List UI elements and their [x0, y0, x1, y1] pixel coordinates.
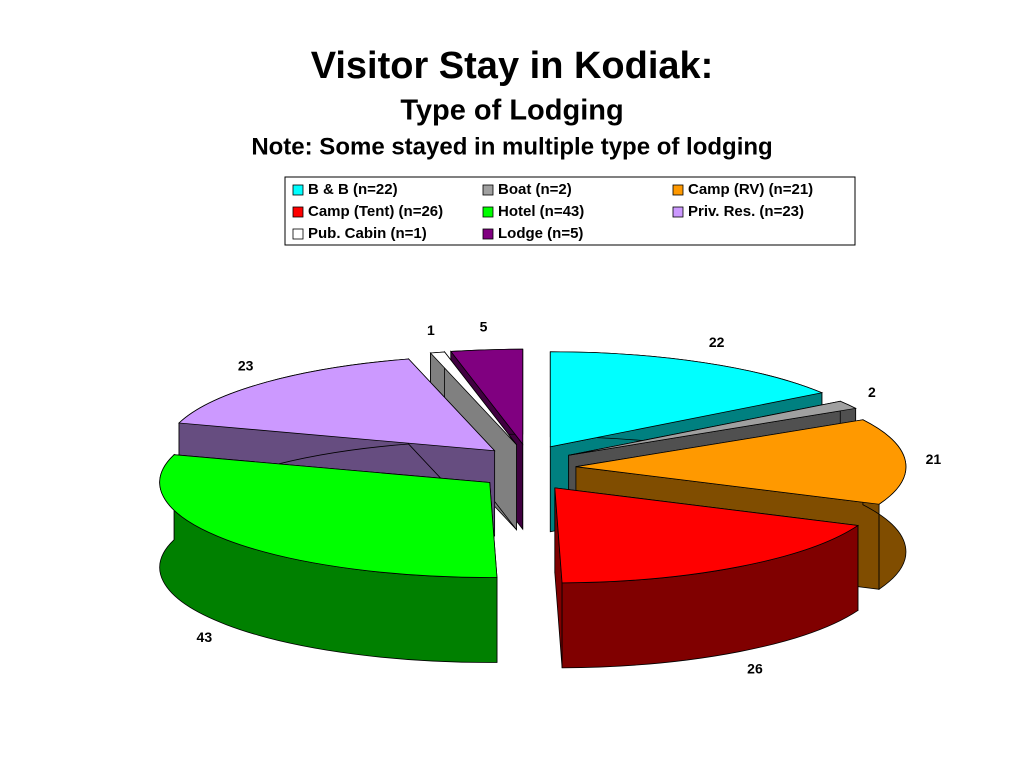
chart-title: Visitor Stay in Kodiak:: [311, 45, 714, 87]
legend-swatch: [292, 228, 304, 240]
data-label: 26: [747, 661, 763, 677]
data-label: 5: [480, 319, 488, 335]
chart-note: Note: Some stayed in multiple type of lo…: [251, 133, 772, 160]
legend: B & B (n=22) Boat (n=2) Camp (RV) (n=21) Ca…: [292, 181, 813, 242]
legend-label: Lodge (n=5): [498, 225, 583, 242]
chart-subtitle: Type of Lodging: [400, 95, 623, 127]
legend-label: Hotel (n=43): [498, 203, 584, 220]
legend-label: Pub. Cabin (n=1): [308, 225, 427, 242]
legend-swatch: [672, 206, 684, 218]
data-label: 43: [197, 629, 213, 645]
slice: [568, 400, 857, 456]
slice: [575, 419, 907, 505]
legend-swatch: [292, 184, 304, 196]
legend-label: B & B (n=22): [308, 181, 398, 198]
legend-label: Camp (RV) (n=21): [688, 181, 813, 198]
legend-swatch: [482, 206, 494, 218]
data-label: 21: [926, 451, 942, 467]
slice: [178, 358, 496, 452]
legend-swatch: [292, 206, 304, 218]
legend-box: [284, 176, 856, 246]
legend-label: Priv. Res. (n=23): [688, 203, 804, 220]
legend-swatch: [482, 184, 494, 196]
slice: [554, 487, 860, 584]
slice: [450, 348, 524, 446]
data-label: 2: [868, 384, 876, 400]
data-label: 23: [238, 357, 254, 373]
legend-label: Boat (n=2): [498, 181, 572, 198]
legend-swatch: [672, 184, 684, 196]
slice: [549, 351, 824, 448]
slice: [159, 454, 498, 578]
data-label: 22: [709, 334, 725, 350]
data-label: 1: [427, 322, 435, 338]
slice: [429, 351, 517, 445]
legend-swatch: [482, 228, 494, 240]
legend-label: Camp (Tent) (n=26): [308, 203, 443, 220]
